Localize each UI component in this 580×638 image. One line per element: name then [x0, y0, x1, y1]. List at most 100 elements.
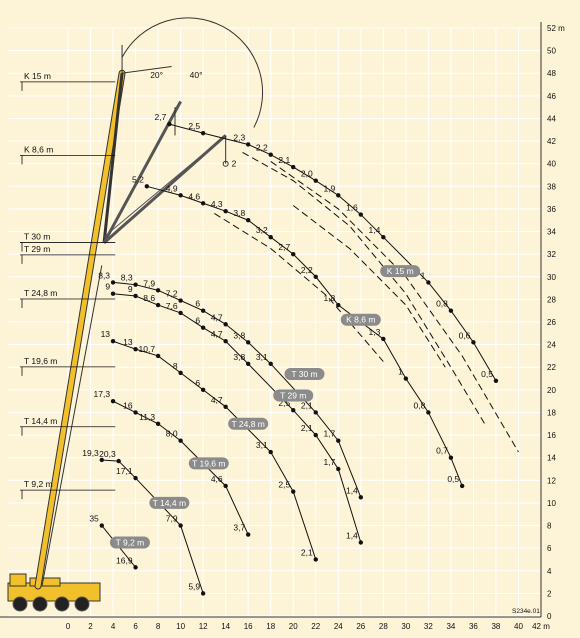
data-point — [144, 184, 150, 189]
dashed-curve — [292, 205, 446, 368]
x-tick-label: 18 — [266, 622, 275, 631]
x-tick-label: 24 — [334, 622, 343, 631]
data-point — [133, 475, 138, 481]
x-tick-label: 40 — [514, 622, 523, 631]
data-point — [245, 218, 251, 223]
curve-K-8-6-m — [146, 185, 463, 487]
load-label: 8 — [173, 361, 178, 371]
load-label: 6 — [195, 299, 200, 309]
load-label: 1,4 — [346, 531, 358, 541]
pill-bg — [188, 457, 229, 470]
data-point — [245, 340, 251, 345]
angle-arc — [121, 17, 264, 128]
load-label: 1,3 — [369, 327, 381, 337]
y-tick-label: 18 — [547, 408, 556, 417]
data-point — [313, 410, 318, 415]
data-point — [223, 339, 228, 344]
y-tick-label: 16 — [547, 431, 556, 440]
pill-bg — [380, 265, 421, 278]
data-point — [99, 457, 104, 463]
y-tick-label: 52 m — [547, 24, 565, 33]
x-tick-label: 0 — [66, 622, 71, 631]
load-label: 1,9 — [323, 183, 335, 193]
y-tick-label: 6 — [547, 544, 552, 553]
pill-text: K 15 m — [387, 266, 414, 276]
load-label: 0,8 — [436, 299, 448, 309]
data-point — [116, 458, 121, 464]
data-point — [200, 387, 206, 393]
curve-name-pill: K 15 m — [380, 265, 421, 278]
data-point — [403, 376, 409, 381]
y-tick-label: 32 — [547, 250, 556, 259]
load-label: 1,6 — [346, 203, 358, 213]
y-tick-label: 20 — [547, 386, 556, 395]
load-label: 0,5 — [481, 369, 493, 379]
data-point — [291, 251, 296, 257]
load-label: 3,8 — [233, 352, 245, 362]
curve-name-pill: T 14,4 m — [149, 496, 190, 509]
data-point — [245, 142, 251, 147]
data-point — [291, 489, 296, 494]
boom-length-label: T 9,2 m — [24, 479, 53, 489]
load-label: 7,2 — [166, 289, 178, 299]
x-tick-label: 14 — [221, 622, 230, 631]
load-label: 9 — [105, 282, 110, 292]
boom-cylinder — [41, 265, 103, 587]
data-point — [155, 302, 161, 308]
load-label: 1 — [421, 270, 426, 280]
pill-bg — [284, 368, 325, 381]
angle-label-20: 20° — [150, 70, 163, 80]
x-tick-label: 30 — [401, 622, 410, 631]
data-point — [223, 483, 228, 489]
x-tick-label: 22 — [311, 622, 320, 631]
pill-text: T 9,2 m — [116, 538, 145, 548]
data-point — [200, 201, 206, 206]
load-label: 1,4 — [369, 225, 381, 235]
x-tick-label: 8 — [156, 622, 161, 631]
load-label: 10,7 — [139, 344, 156, 354]
data-point — [167, 121, 172, 127]
figure-code: S234e.01 — [512, 608, 540, 615]
y-tick-label: 48 — [547, 69, 556, 78]
y-tick-label: 50 — [547, 47, 556, 56]
dashed-curve — [214, 213, 384, 362]
data-point — [245, 532, 251, 537]
load-label: 3,8 — [233, 208, 245, 218]
load-label: 1,7 — [323, 429, 335, 439]
load-label: 1,8 — [323, 293, 335, 303]
curve-T-19-6-m — [112, 400, 249, 535]
data-point — [200, 591, 206, 596]
load-label: 20,3 — [99, 449, 116, 459]
load-label: 2,3 — [233, 132, 245, 142]
x-tick-label: 20 — [289, 622, 298, 631]
data-point — [200, 130, 206, 136]
data-point — [358, 495, 364, 500]
data-point — [268, 361, 273, 367]
data-point — [133, 565, 138, 570]
x-tick-label: 42 m — [532, 622, 550, 631]
load-label: 2,1 — [278, 155, 290, 165]
data-point — [223, 322, 228, 327]
data-point — [99, 523, 104, 528]
y-tick-label: 2 — [547, 589, 552, 598]
load-label: 2,5 — [278, 480, 290, 490]
load-label: 7,6 — [166, 301, 178, 311]
data-point — [448, 455, 454, 460]
data-point — [133, 346, 138, 352]
data-point — [268, 449, 273, 455]
data-point — [200, 308, 206, 313]
y-tick-label: 36 — [547, 205, 556, 214]
load-label: 9 — [128, 284, 133, 294]
data-point — [313, 557, 318, 562]
data-point — [336, 438, 341, 443]
load-label: 8,0 — [166, 429, 178, 439]
load-label: 5,9 — [188, 581, 200, 591]
load-label: 4,7 — [211, 312, 223, 322]
data-point — [223, 404, 228, 410]
x-tick-label: 28 — [379, 622, 388, 631]
x-tick-label: 26 — [356, 622, 365, 631]
jib-vertical — [102, 73, 124, 244]
load-label: 2,5 — [188, 121, 200, 131]
boom-length-label: K 8,6 m — [24, 144, 53, 154]
load-label: 2,1 — [301, 400, 313, 410]
